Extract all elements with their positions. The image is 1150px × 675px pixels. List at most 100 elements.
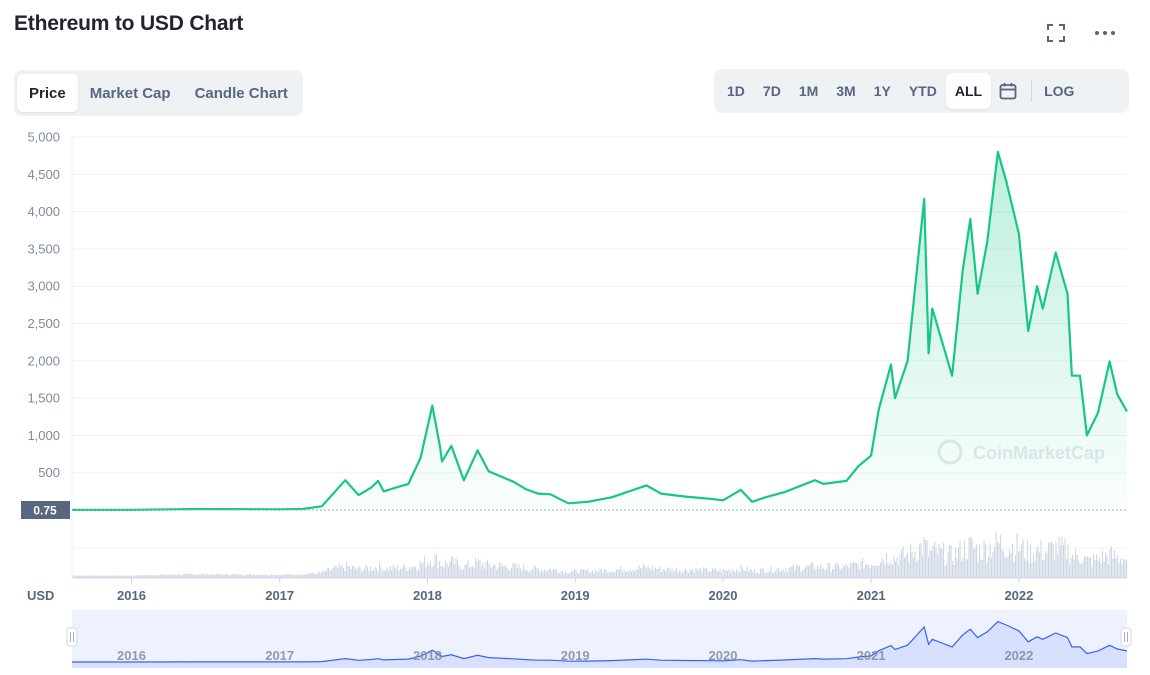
volume-bar (545, 570, 547, 578)
volume-bar (400, 569, 402, 578)
volume-bar (290, 574, 292, 578)
volume-bar (683, 570, 685, 578)
volume-bar (962, 557, 964, 578)
volume-bar (1064, 538, 1066, 578)
volume-bar (548, 569, 550, 578)
volume-bar (406, 571, 408, 578)
volume-bar (536, 568, 538, 578)
volume-bar (982, 559, 984, 578)
volume-bar (634, 571, 636, 578)
x-tick-label: 2020 (709, 588, 738, 603)
volume-bar (256, 574, 258, 578)
volume-bar (242, 575, 244, 578)
calendar-icon[interactable] (991, 73, 1025, 109)
volume-bar (1100, 564, 1102, 578)
volume-bar (767, 571, 769, 578)
volume-bar (386, 567, 388, 578)
range-ytd[interactable]: YTD (908, 83, 937, 99)
volume-bar (628, 571, 630, 578)
volume-bar (407, 570, 409, 578)
volume-bar (1039, 552, 1041, 578)
volume-bar (575, 569, 577, 578)
volume-bar (389, 566, 391, 578)
volume-bar (1055, 541, 1057, 578)
volume-bar (1097, 560, 1099, 578)
volume-bar (508, 570, 510, 578)
tab-candle-chart[interactable]: Candle Chart (194, 84, 288, 102)
volume-bar (779, 571, 781, 578)
volume-bar (620, 566, 622, 578)
volume-bar (206, 573, 208, 578)
more-icon[interactable] (1093, 22, 1117, 44)
range-7d[interactable]: 7D (762, 83, 781, 99)
volume-bar (865, 564, 867, 578)
volume-bar (698, 568, 700, 578)
volume-bar (937, 555, 939, 578)
volume-bar (410, 569, 412, 578)
volume-bar (869, 568, 871, 578)
volume-bar (793, 564, 795, 578)
range-3m[interactable]: 3M (836, 83, 856, 99)
fullscreen-icon[interactable] (1044, 22, 1068, 44)
volume-bar (152, 575, 154, 578)
volume-bar (920, 542, 922, 578)
volume-bar (638, 565, 640, 578)
volume-bar (946, 563, 948, 578)
volume-bar (287, 573, 289, 578)
navigator-right-handle[interactable] (1120, 627, 1132, 647)
range-1d[interactable]: 1D (727, 83, 745, 99)
volume-bar (377, 571, 379, 578)
navigator-left-handle[interactable] (66, 627, 78, 647)
volume-bar (128, 575, 130, 578)
volume-bar (890, 562, 892, 578)
volume-bar (632, 569, 634, 578)
current-price-tag (21, 501, 70, 519)
volume-bar (559, 573, 561, 578)
volume-bar (1121, 564, 1123, 578)
volume-bar (161, 574, 163, 578)
volume-bar (1040, 540, 1042, 578)
volume-bar (809, 564, 811, 578)
tab-market-cap[interactable]: Market Cap (89, 84, 171, 102)
volume-bar (737, 570, 739, 578)
log-scale-toggle[interactable]: LOG (1044, 83, 1075, 99)
volume-bar (782, 569, 784, 578)
volume-bar (353, 565, 355, 578)
volume-bar (1123, 558, 1125, 578)
volume-bar (656, 569, 658, 578)
volume-bar (218, 573, 220, 578)
volume-bar (464, 564, 466, 578)
y-axis: 500 1,000 1,500 2,000 2,500 3,000 3,500 4,000 4,… (27, 130, 60, 481)
volume-bar (416, 570, 418, 578)
volume-bar (616, 569, 618, 578)
volume-bar (176, 574, 178, 578)
volume-bar (298, 575, 300, 578)
volume-bar (635, 568, 637, 578)
volume-bar (419, 560, 421, 578)
x-tick-label: 2016 (117, 588, 146, 603)
volume-bar (191, 574, 193, 578)
volume-bar (986, 562, 988, 578)
volume-bar (1031, 563, 1033, 578)
volume-bar (1088, 557, 1090, 578)
volume-bar (718, 571, 720, 578)
volume-bar (976, 545, 978, 578)
volume-bar (205, 574, 207, 578)
volume-bar (944, 565, 946, 578)
volume-bar (292, 574, 294, 578)
volume-bar (232, 574, 234, 578)
volume-bar (916, 561, 918, 578)
volume-bar (791, 566, 793, 578)
range-1y[interactable]: 1Y (873, 83, 891, 99)
range-1m[interactable]: 1M (798, 83, 819, 99)
volume-bar (719, 568, 721, 578)
volume-bar (220, 574, 222, 578)
volume-bar (83, 575, 85, 578)
volume-bar (401, 568, 403, 578)
tab-price[interactable]: Price (17, 74, 78, 112)
range-all[interactable]: ALL (945, 73, 992, 109)
volume-bar (680, 571, 682, 578)
volume-bar (437, 568, 439, 578)
volume-bar (704, 568, 706, 578)
volume-bar (973, 549, 975, 578)
